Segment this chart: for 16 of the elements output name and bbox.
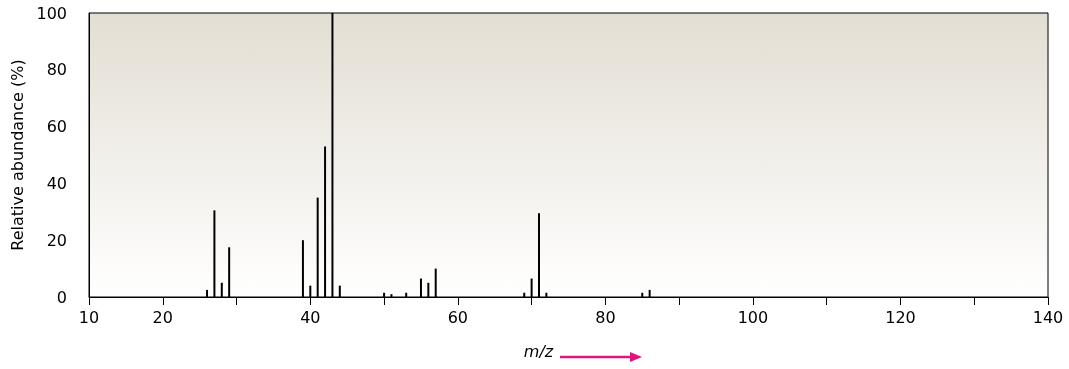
x-tick-label: 40 xyxy=(300,307,321,327)
x-tick-label: 140 xyxy=(1032,307,1064,327)
y-tick-label: 60 xyxy=(46,117,67,137)
y-tick-label: 80 xyxy=(46,60,67,80)
x-tick-label: 80 xyxy=(595,307,616,327)
x-tick-label: 100 xyxy=(737,307,769,327)
x-tick-label: 60 xyxy=(447,307,469,327)
y-tick-label: 0 xyxy=(56,287,67,307)
x-axis-title: m/z xyxy=(523,341,554,361)
x-tick-label: 10 xyxy=(78,307,100,327)
y-tick-label: 100 xyxy=(36,3,67,23)
y-axis-title: Relative abundance (%) xyxy=(8,59,28,251)
y-tick-label: 40 xyxy=(46,173,67,193)
x-tick-label: 120 xyxy=(885,307,916,327)
x-tick-label: 20 xyxy=(152,307,173,327)
y-tick-label: 20 xyxy=(46,230,67,250)
